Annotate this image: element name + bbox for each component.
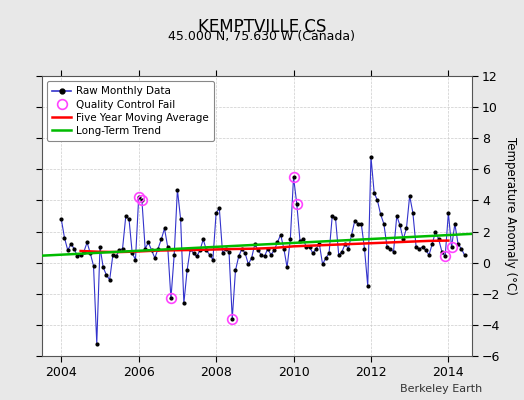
Legend: Raw Monthly Data, Quality Control Fail, Five Year Moving Average, Long-Term Tren: Raw Monthly Data, Quality Control Fail, … [47, 81, 214, 141]
Text: KEMPTVILLE CS: KEMPTVILLE CS [198, 18, 326, 36]
Text: Berkeley Earth: Berkeley Earth [400, 384, 482, 394]
Text: 45.000 N, 75.630 W (Canada): 45.000 N, 75.630 W (Canada) [169, 30, 355, 43]
Y-axis label: Temperature Anomaly (°C): Temperature Anomaly (°C) [504, 137, 517, 295]
